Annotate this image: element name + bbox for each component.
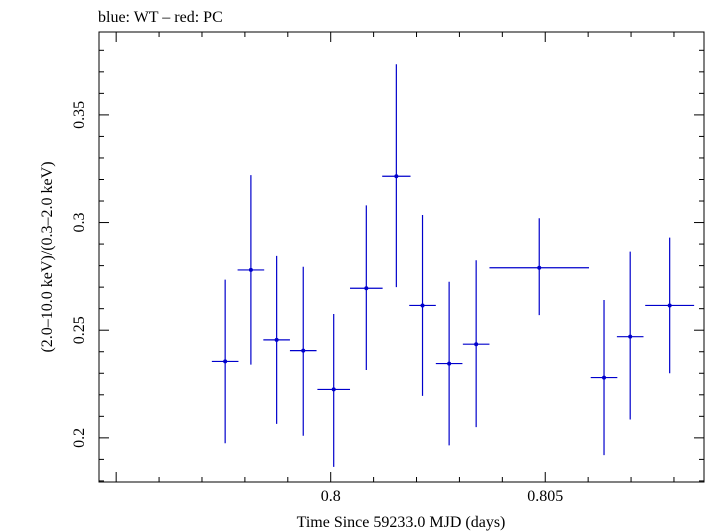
x-axis-label: Time Since 59233.0 MJD (days) — [297, 514, 506, 531]
data-marker — [248, 267, 253, 272]
x-tick-label: 0.805 — [527, 488, 563, 505]
data-marker — [394, 174, 399, 179]
data-marker — [331, 387, 336, 392]
data-series — [211, 64, 695, 467]
y-tick-label: 0.35 — [71, 101, 88, 129]
data-marker — [223, 359, 228, 364]
data-marker — [447, 361, 452, 366]
data-marker — [667, 303, 672, 308]
data-point — [616, 251, 644, 420]
y-axis-ticks: 0.2 0.25 0.3 0.35 — [71, 49, 704, 482]
data-marker — [420, 303, 425, 308]
data-point — [211, 279, 239, 444]
chart-title: blue: WT – red: PC — [98, 9, 223, 26]
data-point — [237, 175, 265, 365]
data-marker — [628, 334, 633, 339]
data-marker — [301, 348, 306, 353]
data-point — [289, 266, 317, 436]
data-point — [435, 281, 463, 446]
data-point — [409, 215, 436, 396]
data-point — [489, 218, 590, 316]
data-marker — [602, 375, 607, 380]
data-marker — [274, 337, 279, 342]
data-point — [382, 64, 411, 288]
plot-frame — [98, 31, 705, 483]
data-marker — [537, 265, 542, 270]
data-point — [317, 314, 351, 467]
data-point — [263, 255, 290, 424]
y-axis-label: (2.0–10.0 keV)/(0.3–2.0 keV) — [39, 161, 56, 352]
data-point — [645, 237, 695, 374]
data-point — [462, 260, 490, 428]
y-tick-label: 0.2 — [71, 428, 88, 448]
x-tick-label: 0.8 — [321, 488, 341, 505]
y-tick-label: 0.25 — [71, 316, 88, 344]
data-point — [590, 300, 618, 456]
data-marker — [474, 342, 479, 347]
data-marker — [364, 286, 369, 291]
y-tick-label: 0.3 — [71, 213, 88, 233]
x-axis-ticks: 0.8 0.805 — [115, 32, 675, 505]
data-point — [350, 205, 383, 371]
